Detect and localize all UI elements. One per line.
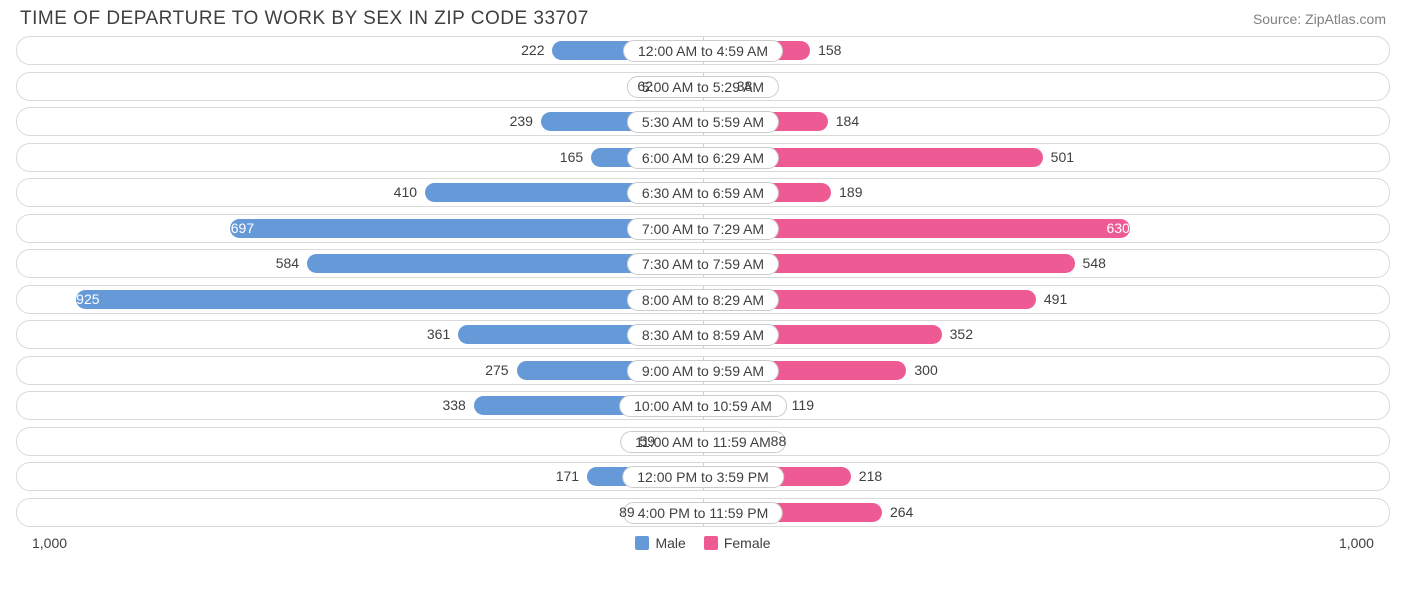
value-male: 239 bbox=[510, 113, 533, 129]
bar-male bbox=[76, 290, 703, 309]
chart-row: 12:00 AM to 4:59 AM 222 158 bbox=[16, 36, 1390, 65]
category-label: 8:00 AM to 8:29 AM bbox=[627, 289, 779, 311]
category-label: 9:00 AM to 9:59 AM bbox=[627, 360, 779, 382]
value-female: 184 bbox=[836, 113, 859, 129]
category-label: 6:30 AM to 6:59 AM bbox=[627, 182, 779, 204]
value-female: 38 bbox=[737, 78, 753, 94]
value-male: 222 bbox=[521, 42, 544, 58]
value-female: 548 bbox=[1083, 255, 1106, 271]
legend-item-female: Female bbox=[704, 535, 771, 551]
category-label: 10:00 AM to 10:59 AM bbox=[619, 395, 787, 417]
value-female: 630 bbox=[1106, 220, 1129, 236]
value-female: 189 bbox=[839, 184, 862, 200]
value-male: 361 bbox=[427, 326, 450, 342]
category-label: 7:00 AM to 7:29 AM bbox=[627, 218, 779, 240]
axis-right-label: 1,000 bbox=[1339, 535, 1374, 551]
chart-row: 6:30 AM to 6:59 AM 410 189 bbox=[16, 178, 1390, 207]
chart-row: 7:30 AM to 7:59 AM 584 548 bbox=[16, 249, 1390, 278]
value-female: 158 bbox=[818, 42, 841, 58]
value-male: 697 bbox=[231, 220, 254, 236]
value-male: 410 bbox=[394, 184, 417, 200]
chart-footer: 1,000 Male Female 1,000 bbox=[12, 533, 1394, 551]
value-female: 218 bbox=[859, 468, 882, 484]
chart-row: 8:00 AM to 8:29 AM 925 491 bbox=[16, 285, 1390, 314]
legend-swatch-female bbox=[704, 536, 718, 550]
category-label: 8:30 AM to 8:59 AM bbox=[627, 324, 779, 346]
chart-header: TIME OF DEPARTURE TO WORK BY SEX IN ZIP … bbox=[12, 8, 1394, 36]
category-label: 5:30 AM to 5:59 AM bbox=[627, 111, 779, 133]
chart-row: 8:30 AM to 8:59 AM 361 352 bbox=[16, 320, 1390, 349]
value-male: 165 bbox=[560, 149, 583, 165]
value-male: 584 bbox=[276, 255, 299, 271]
category-label: 12:00 PM to 3:59 PM bbox=[622, 466, 784, 488]
value-female: 264 bbox=[890, 504, 913, 520]
category-label: 6:00 AM to 6:29 AM bbox=[627, 147, 779, 169]
chart-title: TIME OF DEPARTURE TO WORK BY SEX IN ZIP … bbox=[20, 8, 589, 30]
category-label: 12:00 AM to 4:59 AM bbox=[623, 40, 783, 62]
chart-row: 4:00 PM to 11:59 PM89 264 bbox=[16, 498, 1390, 527]
chart-row: 10:00 AM to 10:59 AM 338 119 bbox=[16, 391, 1390, 420]
chart-row: 5:30 AM to 5:59 AM 239 184 bbox=[16, 107, 1390, 136]
value-male: 59 bbox=[639, 433, 655, 449]
value-female: 300 bbox=[914, 362, 937, 378]
value-male: 171 bbox=[556, 468, 579, 484]
value-female: 491 bbox=[1044, 291, 1067, 307]
value-male: 338 bbox=[442, 397, 465, 413]
legend-item-male: Male bbox=[635, 535, 685, 551]
chart-row: 12:00 PM to 3:59 PM 171 218 bbox=[16, 462, 1390, 491]
legend-label-female: Female bbox=[724, 535, 771, 551]
value-male: 275 bbox=[485, 362, 508, 378]
chart-area: 12:00 AM to 4:59 AM2221585:00 AM to 5:29… bbox=[12, 36, 1394, 527]
chart-source: Source: ZipAtlas.com bbox=[1253, 11, 1386, 27]
value-female: 352 bbox=[950, 326, 973, 342]
value-male: 925 bbox=[76, 291, 99, 307]
axis-left-label: 1,000 bbox=[32, 535, 67, 551]
value-male: 62 bbox=[637, 78, 653, 94]
value-female: 501 bbox=[1051, 149, 1074, 165]
category-label: 7:30 AM to 7:59 AM bbox=[627, 253, 779, 275]
legend-label-male: Male bbox=[655, 535, 685, 551]
category-label: 4:00 PM to 11:59 PM bbox=[623, 502, 783, 524]
value-male: 89 bbox=[619, 504, 635, 520]
chart-row: 11:00 AM to 11:59 AM5988 bbox=[16, 427, 1390, 456]
chart-row: 6:00 AM to 6:29 AM 165 501 bbox=[16, 143, 1390, 172]
chart-row: 5:00 AM to 5:29 AM6238 bbox=[16, 72, 1390, 101]
legend: Male Female bbox=[635, 535, 770, 551]
value-female: 88 bbox=[771, 433, 787, 449]
chart-row: 9:00 AM to 9:59 AM 275 300 bbox=[16, 356, 1390, 385]
legend-swatch-male bbox=[635, 536, 649, 550]
value-female: 119 bbox=[792, 397, 814, 413]
chart-row: 7:00 AM to 7:29 AM 697 630 bbox=[16, 214, 1390, 243]
